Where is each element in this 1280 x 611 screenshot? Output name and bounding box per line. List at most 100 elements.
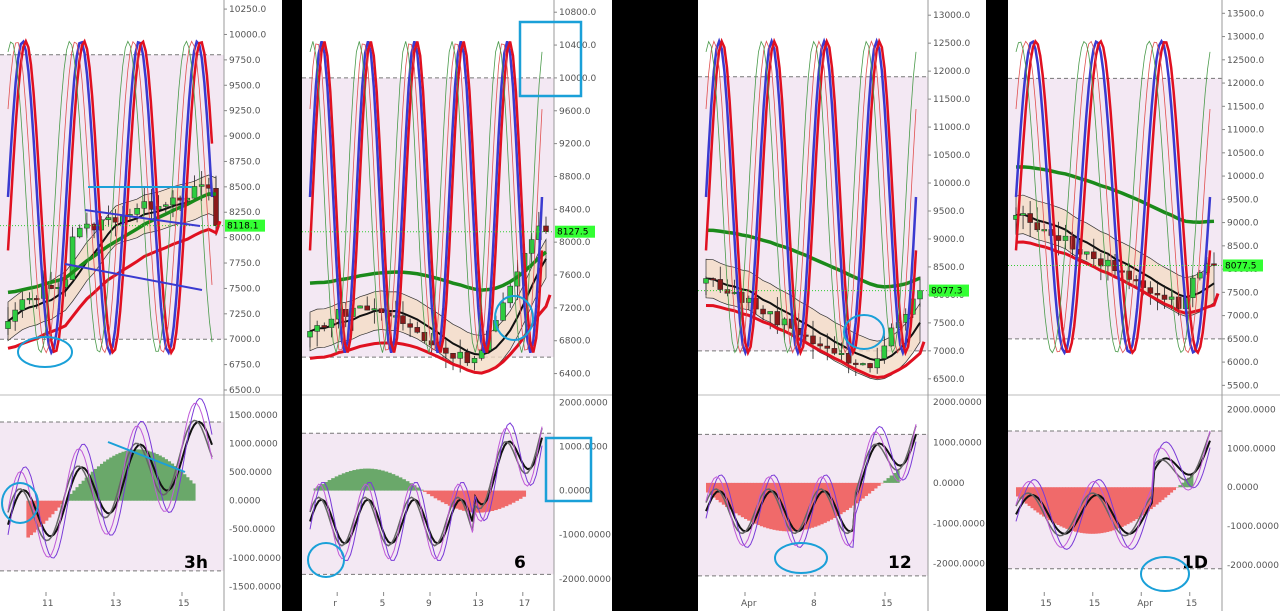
- histogram-bar: [465, 490, 470, 512]
- histogram-bar: [401, 479, 406, 491]
- price-tick-label: 9200.0: [559, 140, 591, 150]
- stoch-k-line: [6, 39, 214, 356]
- histogram-bar: [377, 469, 382, 491]
- histogram-bar: [188, 480, 193, 501]
- price-tick-label: 7200.0: [559, 304, 591, 314]
- histogram-bar: [75, 487, 80, 501]
- stoch-d-line: [1014, 39, 1212, 355]
- price-tick-label: 10800.0: [559, 8, 596, 18]
- candle-body: [364, 305, 370, 311]
- thin-red-line: [705, 40, 917, 354]
- histogram-bar: [152, 452, 156, 501]
- osc-tick-label: 2000.0000: [559, 398, 608, 408]
- candle-body: [1154, 293, 1161, 296]
- histogram-bar: [835, 482, 840, 517]
- histogram-bar: [1074, 487, 1078, 532]
- price-tick-label: 5500.0: [1227, 381, 1259, 391]
- histogram-bar: [845, 482, 849, 511]
- osc-tick-label: 1000.0000: [559, 443, 608, 453]
- price-tick-label: 6000.0: [1227, 358, 1259, 368]
- candle-body: [1133, 279, 1139, 282]
- price-tick-label: 7500.0: [933, 319, 965, 329]
- histogram-bar: [794, 482, 799, 532]
- price-tick-label: 10500.0: [933, 151, 970, 161]
- histogram-bar: [1085, 487, 1089, 534]
- candle-body: [26, 298, 33, 301]
- histogram-bar: [373, 469, 378, 491]
- x-tick-label: 15: [1186, 599, 1197, 609]
- price-tick-label: 7000.0: [229, 335, 261, 345]
- histogram-bar: [867, 482, 872, 494]
- annotation-trendline: [64, 263, 203, 291]
- histogram-bar: [511, 490, 516, 503]
- timeframe-label: 1D: [1182, 553, 1208, 573]
- candle-body: [810, 335, 816, 345]
- candle-body: [371, 308, 378, 311]
- histogram-bar: [1100, 487, 1104, 534]
- histogram-bar: [1062, 487, 1066, 528]
- candle-body: [1190, 277, 1196, 298]
- candle-body: [450, 353, 456, 359]
- price-tick-label: 8500.0: [933, 263, 965, 273]
- histogram-bar: [1030, 487, 1034, 509]
- candle-body: [1083, 251, 1090, 255]
- histogram-bar: [753, 482, 758, 524]
- histogram-bar: [1068, 487, 1072, 530]
- candle-body: [163, 204, 169, 207]
- histogram-bar: [832, 482, 837, 518]
- candle-body: [12, 309, 18, 322]
- price-tick-label: 12500.0: [1227, 56, 1264, 66]
- annotation-circle: [774, 542, 828, 574]
- histogram-bar: [167, 461, 172, 501]
- current-price-badge: [1223, 259, 1263, 272]
- histogram-bar: [182, 474, 187, 501]
- histogram-bar: [38, 500, 43, 527]
- histogram-bar: [341, 473, 346, 491]
- stoch-k-line: [1014, 38, 1212, 356]
- annotation-circle: [1140, 556, 1190, 592]
- price-tick-label: 9500.0: [1227, 195, 1259, 205]
- chart-svg-2: 10800.0 10400.0 10000.0 9600.0 9200.0 8800.0 8…: [302, 0, 612, 611]
- price-tick-label: 12500.0: [933, 39, 970, 49]
- current-price-label: 8127.5: [557, 228, 589, 238]
- price-tick-label: 11000.0: [1227, 126, 1264, 136]
- chart-svg-4: 13500.0 13000.0 12500.0 12000.0 11500.0 11000…: [1008, 0, 1280, 611]
- candle-body: [1197, 272, 1203, 279]
- x-tick-label: 15: [1040, 599, 1051, 609]
- timeframe-label: 12: [888, 553, 912, 573]
- histogram-bar: [1065, 487, 1069, 529]
- osc-purple-line: [7, 397, 213, 559]
- histogram-bar: [1071, 487, 1075, 531]
- histogram-bar: [1126, 487, 1130, 525]
- histogram-bar: [370, 468, 375, 491]
- x-tick-label: 17: [519, 599, 530, 609]
- osc-tick-label: -2000.0000: [559, 575, 611, 585]
- histogram-bar: [352, 470, 357, 491]
- osc-purple-line: [705, 425, 917, 548]
- histogram-bar: [1172, 487, 1176, 491]
- annotations: [774, 314, 885, 574]
- price-tick-label: 10000.0: [559, 74, 596, 84]
- annotation-circle: [17, 336, 73, 368]
- annotations: [1, 186, 203, 524]
- histogram-bar: [44, 500, 49, 521]
- price-tick-label: 8750.0: [229, 157, 261, 167]
- osc-tick-label: -2000.0000: [1227, 561, 1279, 571]
- histogram-bar: [1091, 487, 1095, 534]
- histogram-bar: [1050, 487, 1055, 522]
- histogram-bar: [479, 490, 484, 513]
- annotations: [1140, 556, 1190, 592]
- histogram-bar: [823, 482, 827, 523]
- osc-tick-label: -1000.0000: [229, 554, 281, 564]
- histogram-bar: [1047, 487, 1052, 521]
- histogram-bar: [1088, 487, 1092, 534]
- candle-body: [76, 227, 83, 238]
- candle-body: [307, 331, 313, 338]
- histogram-bar: [896, 470, 900, 483]
- histogram-bar: [1016, 487, 1020, 497]
- price-tick-label: 7600.0: [559, 271, 591, 281]
- price-tick-label: 9000.0: [1227, 219, 1259, 229]
- histogram-bar: [763, 482, 767, 528]
- histogram-bar: [873, 482, 878, 489]
- histogram-bar: [109, 457, 113, 501]
